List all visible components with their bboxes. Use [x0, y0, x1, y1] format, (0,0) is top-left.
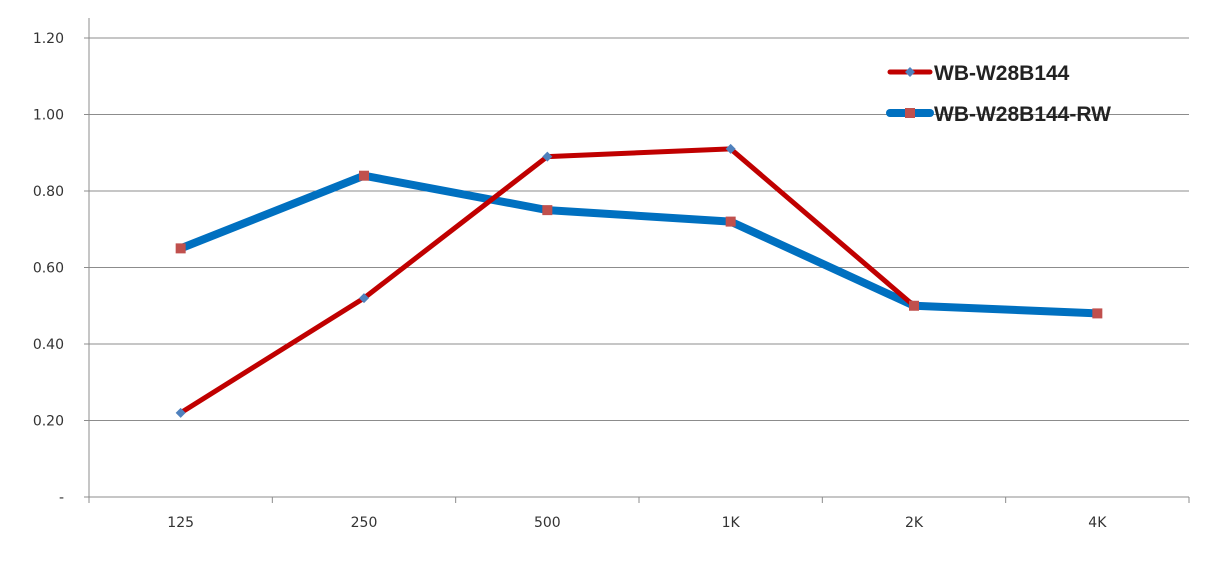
x-tick-label: 1K: [722, 515, 741, 531]
y-tick-labels: - 0.20 0.40 0.60 0.80 1.00 1.20: [33, 31, 64, 506]
data-point: [725, 143, 736, 154]
data-point: [1092, 308, 1103, 319]
axes: [84, 18, 1190, 503]
legend-label: WB-W28B144-RW: [934, 103, 1111, 126]
x-tick-label: 500: [534, 515, 561, 531]
data-point: [175, 407, 186, 418]
data-point: [175, 243, 186, 254]
y-tick-label: -: [59, 490, 64, 506]
data-point: [359, 293, 369, 304]
data-point: [909, 300, 919, 311]
y-tick-label: 0.20: [33, 414, 64, 430]
data-point: [359, 170, 369, 181]
data-point: [542, 151, 553, 162]
y-tick-label: 1.00: [33, 108, 64, 124]
series-line-2: [176, 171, 1102, 318]
series-markers: [175, 143, 1103, 418]
legend-marker: [905, 108, 915, 118]
data-point: [542, 205, 553, 216]
data-point: [725, 216, 736, 227]
series-lines: [176, 146, 1102, 416]
y-tick-label: 0.60: [33, 261, 64, 277]
x-tick-label: 2K: [905, 515, 924, 531]
legend-label: WB-W28B144: [934, 62, 1070, 85]
x-tick-label: 125: [167, 515, 194, 531]
x-tick-label: 4K: [1088, 515, 1107, 531]
series-line-1: [178, 146, 917, 416]
x-tick-labels: 125 250 500 1K 2K 4K: [167, 515, 1107, 531]
y-tick-label: 1.20: [33, 31, 64, 47]
x-tick-label: 250: [351, 515, 378, 531]
legend: WB-W28B144 WB-W28B144-RW: [886, 62, 1111, 126]
y-tick-label: 0.80: [33, 184, 64, 200]
y-tick-label: 0.40: [33, 337, 64, 353]
legend-marker: [905, 67, 915, 77]
gridlines: [89, 37, 1189, 421]
